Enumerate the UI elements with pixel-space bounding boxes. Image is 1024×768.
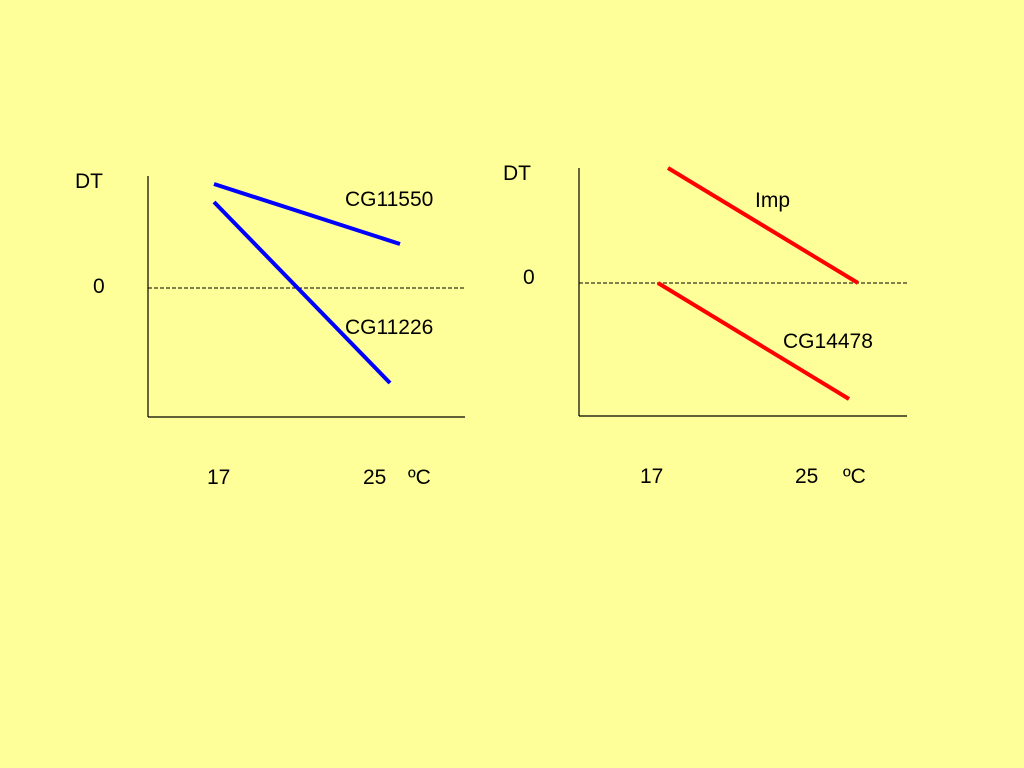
left-zero-label: 0 xyxy=(93,275,105,298)
left-line-cg11550 xyxy=(213,182,401,246)
right-line-label-imp: Imp xyxy=(755,189,790,212)
right-zero-label: 0 xyxy=(523,266,535,289)
left-line-label-cg11550: CG11550 xyxy=(345,188,433,211)
right-panel: DT 0 Imp CG14478 17 25 ºC xyxy=(503,162,907,488)
right-line-imp xyxy=(666,166,860,285)
left-x-unit: ºC xyxy=(408,466,431,489)
left-panel: DT 0 CG11550 CG11226 17 25 ºC xyxy=(75,170,465,489)
left-x-tick-17: 17 xyxy=(207,466,230,489)
right-x-tick-17: 17 xyxy=(640,465,663,488)
right-y-label: DT xyxy=(503,162,531,185)
right-line-cg14478 xyxy=(656,281,851,401)
right-x-unit: ºC xyxy=(843,465,866,488)
right-x-tick-25: 25 xyxy=(795,465,818,488)
right-line-label-cg14478: CG14478 xyxy=(783,330,873,353)
left-line-cg11226 xyxy=(212,200,392,385)
left-y-label: DT xyxy=(75,170,103,193)
left-x-tick-25: 25 xyxy=(363,466,386,489)
left-line-label-cg11226: CG11226 xyxy=(345,316,433,339)
